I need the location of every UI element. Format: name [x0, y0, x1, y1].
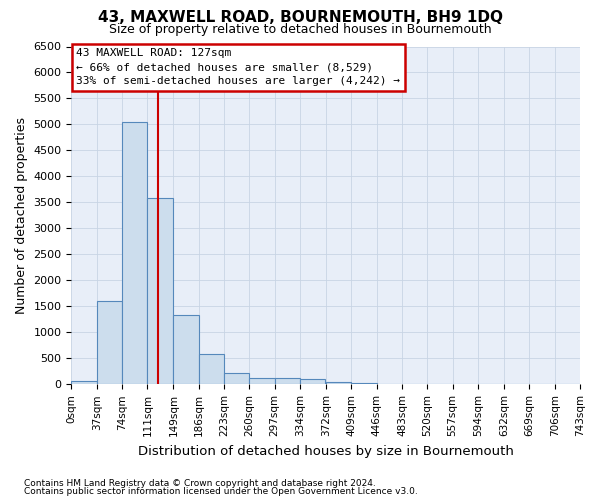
Bar: [71, 381, 97, 384]
Y-axis label: Number of detached properties: Number of detached properties: [15, 117, 28, 314]
Bar: [224, 373, 250, 384]
Text: 43 MAXWELL ROAD: 127sqm
← 66% of detached houses are smaller (8,529)
33% of semi: 43 MAXWELL ROAD: 127sqm ← 66% of detache…: [76, 48, 400, 86]
Bar: [122, 122, 148, 384]
Bar: [250, 378, 275, 384]
Text: Contains HM Land Registry data © Crown copyright and database right 2024.: Contains HM Land Registry data © Crown c…: [24, 478, 376, 488]
Bar: [300, 380, 325, 384]
Bar: [148, 198, 173, 384]
Text: 43, MAXWELL ROAD, BOURNEMOUTH, BH9 1DQ: 43, MAXWELL ROAD, BOURNEMOUTH, BH9 1DQ: [97, 10, 503, 25]
Text: Size of property relative to detached houses in Bournemouth: Size of property relative to detached ho…: [109, 22, 491, 36]
Bar: [97, 301, 122, 384]
Text: Contains public sector information licensed under the Open Government Licence v3: Contains public sector information licen…: [24, 487, 418, 496]
Bar: [173, 315, 199, 384]
Bar: [326, 382, 352, 384]
X-axis label: Distribution of detached houses by size in Bournemouth: Distribution of detached houses by size …: [138, 444, 514, 458]
Bar: [275, 378, 300, 384]
Bar: [199, 354, 224, 384]
